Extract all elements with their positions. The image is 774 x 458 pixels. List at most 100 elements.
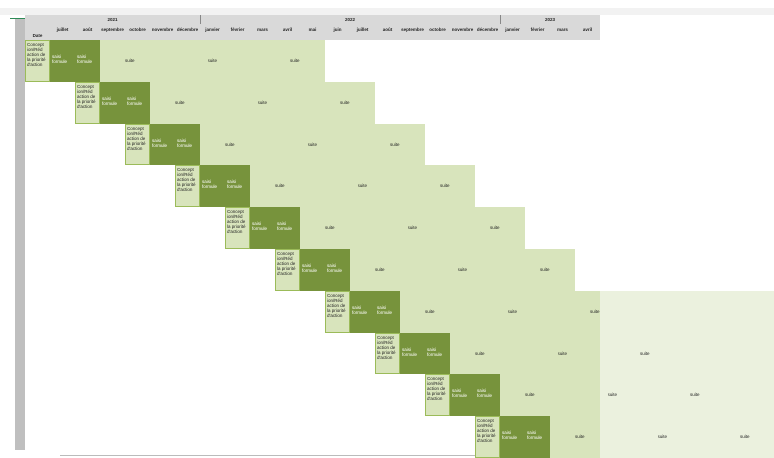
- month-header: janvier: [500, 24, 525, 40]
- month-header: novembre: [450, 24, 475, 40]
- month-header: septembre: [100, 24, 125, 40]
- month-header: octobre: [125, 24, 150, 40]
- description-cell: Concept ion/Réd action de la priorité d'…: [275, 249, 300, 291]
- note-label: suite: [640, 350, 650, 356]
- description-cell: Concept ion/Réd action de la priorité d'…: [75, 81, 100, 124]
- task-cell: saisi formule: [525, 416, 550, 458]
- toolbar-strip: [0, 8, 774, 15]
- description-cell: Concept ion/Réd action de la priorité d'…: [425, 374, 450, 417]
- month-header: août: [375, 24, 400, 40]
- note-label: suite: [657, 434, 668, 440]
- row-header-bar: [15, 18, 25, 450]
- task-cell: saisi formule: [75, 40, 100, 82]
- description-cell: Concept ion/Réd action de la priorité d'…: [325, 290, 350, 333]
- note-label: suite: [407, 225, 418, 231]
- task-cell: saisi formule: [325, 249, 350, 291]
- note-label: suite: [525, 392, 535, 398]
- note-label: suite: [440, 183, 450, 189]
- description-cell: Concept ion/Réd action de la priorité d'…: [225, 207, 250, 249]
- description-cell: Concept ion/Réd action de la priorité d'…: [375, 332, 400, 375]
- month-header: décembre: [175, 24, 200, 40]
- row-light: [200, 123, 425, 166]
- note-label: suite: [425, 308, 435, 314]
- note-label: suite: [175, 99, 185, 105]
- month-header: juin: [325, 24, 350, 40]
- month-header: septembre: [400, 24, 425, 40]
- task-cell: saisi formule: [350, 290, 375, 333]
- row-light: [400, 290, 600, 333]
- note-label: suite: [225, 141, 235, 147]
- year-label: 2022: [344, 17, 355, 22]
- row-pale: [600, 290, 774, 333]
- note-label: suite: [275, 183, 285, 189]
- date-header: Date: [25, 31, 50, 40]
- note-label: suite: [557, 350, 568, 356]
- note-label: suite: [340, 99, 350, 105]
- row-light: [350, 249, 575, 291]
- task-cell: saisi formule: [175, 123, 200, 166]
- description-cell: Concept ion/Réd action de la priorité d'…: [25, 40, 50, 82]
- task-cell: saisi formule: [150, 123, 175, 166]
- year-label: 2023: [544, 17, 555, 22]
- description-cell: Concept ion/Réd action de la priorité d'…: [475, 416, 500, 458]
- frozen-marker: [10, 18, 30, 19]
- description-cell: Concept ion/Réd action de la priorité d'…: [175, 165, 200, 208]
- month-header: juillet: [50, 24, 75, 40]
- month-header: février: [225, 24, 250, 40]
- row-pale: [600, 374, 774, 417]
- note-label: suite: [507, 308, 518, 314]
- month-header: janvier: [200, 24, 225, 40]
- note-label: suite: [740, 434, 750, 440]
- note-label: suite: [490, 225, 500, 231]
- bottom-line: [60, 455, 774, 456]
- month-header: avril: [275, 24, 300, 40]
- description-cell: Concept ion/Réd action de la priorité d'…: [125, 123, 150, 166]
- task-cell: saisi formule: [125, 81, 150, 124]
- row-pale: [600, 332, 774, 375]
- note-label: suite: [590, 308, 600, 314]
- task-cell: saisi formule: [250, 207, 275, 249]
- note-label: suite: [357, 183, 368, 189]
- note-label: suite: [257, 99, 268, 105]
- month-header: octobre: [425, 24, 450, 40]
- note-label: suite: [125, 57, 135, 63]
- task-cell: saisi formule: [400, 332, 425, 375]
- task-cell: saisi formule: [200, 165, 225, 208]
- month-header: juillet: [350, 24, 375, 40]
- row-light: [100, 40, 325, 82]
- month-header: mai: [300, 24, 325, 40]
- year-label: 2021: [107, 17, 118, 22]
- note-label: suite: [390, 141, 400, 147]
- row-light: [500, 374, 600, 417]
- month-header: avril: [575, 24, 600, 40]
- note-label: suite: [207, 57, 218, 63]
- task-cell: saisi formule: [50, 40, 75, 82]
- task-cell: saisi formule: [375, 290, 400, 333]
- note-label: suite: [325, 225, 335, 231]
- month-header: novembre: [150, 24, 175, 40]
- note-label: suite: [540, 266, 550, 272]
- note-label: suite: [307, 141, 318, 147]
- task-cell: saisi formule: [450, 374, 475, 417]
- note-label: suite: [475, 350, 485, 356]
- task-cell: saisi formule: [100, 81, 125, 124]
- task-cell: saisi formule: [275, 207, 300, 249]
- month-header: août: [75, 24, 100, 40]
- month-header: février: [525, 24, 550, 40]
- task-cell: saisi formule: [500, 416, 525, 458]
- row-light: [550, 416, 600, 458]
- note-label: suite: [457, 266, 468, 272]
- note-label: suite: [290, 57, 300, 63]
- task-cell: saisi formule: [425, 332, 450, 375]
- row-light: [450, 332, 600, 375]
- task-cell: saisi formule: [300, 249, 325, 291]
- month-header: décembre: [475, 24, 500, 40]
- row-light: [250, 165, 475, 208]
- month-header: mars: [550, 24, 575, 40]
- row-pale: [600, 416, 774, 458]
- note-label: suite: [375, 266, 385, 272]
- task-cell: saisi formule: [475, 374, 500, 417]
- task-cell: saisi formule: [225, 165, 250, 208]
- note-label: suite: [575, 434, 585, 440]
